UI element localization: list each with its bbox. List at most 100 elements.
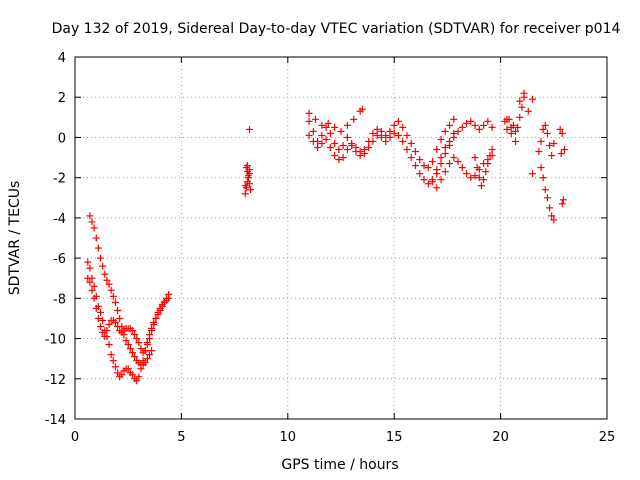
y-axis: -14 -12 -10 -8 -6 -4 -2 0 2 4 bbox=[45, 51, 607, 428]
data-point bbox=[339, 141, 347, 149]
data-point bbox=[382, 137, 390, 145]
data-point bbox=[441, 150, 449, 158]
data-point bbox=[558, 200, 566, 208]
data-point bbox=[154, 310, 162, 318]
data-point bbox=[433, 146, 441, 154]
data-point bbox=[245, 180, 253, 188]
data-point bbox=[99, 262, 107, 270]
data-point bbox=[111, 298, 119, 306]
data-point bbox=[101, 333, 109, 341]
data-point bbox=[450, 133, 458, 141]
data-point bbox=[245, 125, 253, 133]
data-point bbox=[386, 133, 394, 141]
data-point bbox=[441, 144, 449, 151]
y-tick-label: -10 bbox=[45, 333, 66, 348]
y-axis-label: SDTVAR / TECUs bbox=[7, 181, 23, 296]
data-point bbox=[482, 168, 490, 176]
y-tick-label: -12 bbox=[45, 373, 66, 388]
y-tick-label: -2 bbox=[53, 172, 66, 187]
data-point bbox=[399, 137, 407, 145]
data-point bbox=[335, 146, 343, 154]
data-point bbox=[365, 144, 373, 151]
data-point bbox=[429, 158, 437, 166]
data-point bbox=[241, 190, 249, 198]
data-point bbox=[463, 119, 471, 127]
data-point bbox=[247, 186, 255, 194]
data-point bbox=[318, 131, 326, 139]
data-point bbox=[441, 127, 449, 135]
data-point bbox=[507, 129, 515, 137]
data-point bbox=[518, 103, 526, 111]
data-point bbox=[331, 152, 339, 160]
data-point bbox=[86, 264, 94, 272]
x-tick-label: 20 bbox=[492, 430, 509, 445]
data-point bbox=[407, 139, 415, 147]
data-point bbox=[441, 168, 449, 176]
data-point bbox=[335, 156, 343, 164]
data-point bbox=[131, 353, 139, 361]
data-point bbox=[339, 154, 347, 162]
data-point bbox=[97, 308, 105, 316]
data-point bbox=[416, 170, 424, 178]
data-point bbox=[524, 107, 532, 115]
data-point bbox=[546, 204, 554, 212]
data-point bbox=[539, 174, 547, 182]
data-point bbox=[122, 337, 130, 345]
data-point bbox=[403, 146, 411, 154]
data-point bbox=[337, 127, 345, 135]
data-point bbox=[394, 117, 402, 125]
data-point bbox=[326, 129, 334, 137]
data-point bbox=[145, 335, 153, 343]
data-point bbox=[358, 105, 366, 113]
data-point bbox=[433, 184, 441, 192]
x-axis: 0 5 10 15 20 25 bbox=[71, 57, 615, 445]
data-point bbox=[458, 123, 466, 131]
data-point bbox=[450, 154, 458, 162]
data-point bbox=[145, 351, 153, 359]
data-point bbox=[128, 371, 136, 379]
data-point bbox=[86, 212, 94, 220]
data-point bbox=[535, 148, 543, 156]
data-point bbox=[507, 123, 515, 131]
data-point bbox=[135, 373, 143, 381]
data-point bbox=[467, 174, 475, 182]
data-point bbox=[529, 95, 537, 103]
data-point bbox=[114, 369, 122, 377]
data-point bbox=[118, 371, 126, 379]
data-point bbox=[92, 304, 100, 312]
data-point bbox=[548, 212, 556, 220]
data-point bbox=[369, 137, 377, 145]
data-point bbox=[245, 170, 253, 178]
data-point bbox=[543, 194, 551, 202]
data-point bbox=[99, 329, 107, 337]
data-point bbox=[305, 131, 313, 139]
data-point bbox=[309, 127, 317, 135]
data-point bbox=[343, 133, 351, 141]
data-point bbox=[148, 347, 156, 355]
data-point bbox=[86, 278, 94, 286]
data-point bbox=[514, 123, 522, 131]
data-point bbox=[143, 355, 151, 363]
x-tick-label: 15 bbox=[386, 430, 403, 445]
data-point bbox=[158, 302, 166, 310]
data-point bbox=[99, 316, 107, 324]
data-point bbox=[424, 180, 432, 188]
data-point bbox=[111, 363, 119, 371]
data-point bbox=[446, 141, 454, 149]
data-point bbox=[128, 327, 136, 335]
y-tick-label: 4 bbox=[58, 51, 66, 66]
data-point bbox=[546, 141, 554, 149]
data-point bbox=[314, 144, 322, 151]
data-point bbox=[343, 121, 351, 129]
data-point bbox=[475, 125, 483, 133]
data-point bbox=[559, 196, 567, 204]
data-point bbox=[548, 152, 556, 160]
data-point bbox=[160, 298, 168, 306]
data-point bbox=[350, 115, 358, 123]
data-point bbox=[541, 186, 549, 194]
data-points bbox=[84, 89, 568, 385]
data-point bbox=[488, 146, 496, 154]
data-point bbox=[411, 148, 419, 156]
y-tick-label: -14 bbox=[45, 413, 66, 428]
data-point bbox=[97, 322, 105, 330]
